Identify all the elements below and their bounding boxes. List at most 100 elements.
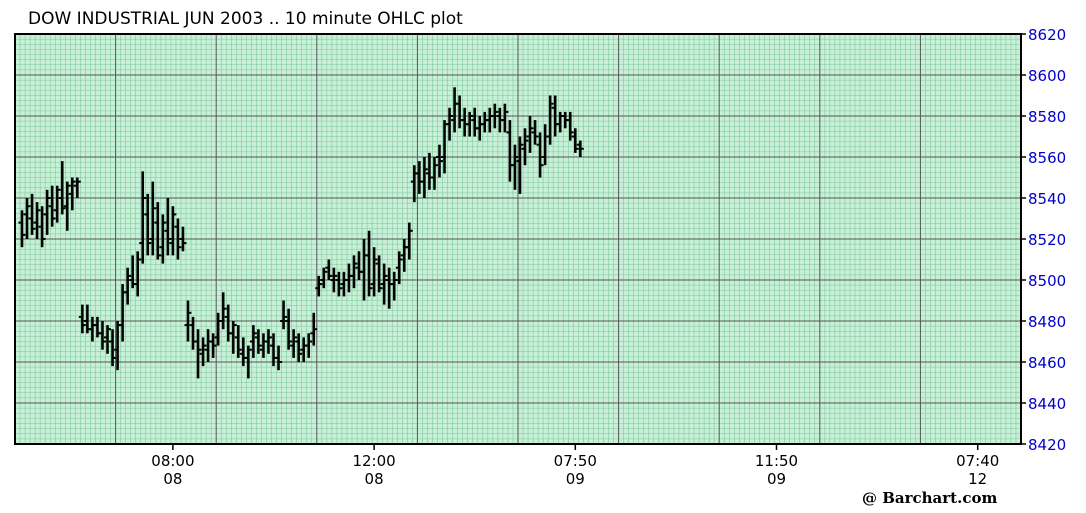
ohlc-bar xyxy=(78,304,86,334)
ohlc-bar xyxy=(430,157,438,190)
ohlc-bar xyxy=(536,132,544,178)
ohlc-bar xyxy=(435,144,443,178)
ohlc-bar xyxy=(18,210,26,248)
ohlc-bar xyxy=(38,206,46,248)
ohlc-bar xyxy=(546,95,554,145)
ohlc-bar xyxy=(68,177,76,211)
chart-title: DOW INDUSTRIAL JUN 2003 .. 10 minute OHL… xyxy=(28,9,463,29)
ohlc-bar xyxy=(244,345,252,379)
ohlc-bar xyxy=(516,136,524,194)
ohlc-bar xyxy=(53,185,61,223)
ohlc-bar xyxy=(219,292,227,330)
y-tick-label: 8560 xyxy=(1028,149,1066,167)
ohlc-bar xyxy=(491,103,499,129)
ohlc-bar xyxy=(280,300,288,330)
y-tick-label: 8460 xyxy=(1028,354,1066,372)
y-tick-label: 8620 xyxy=(1028,26,1066,44)
x-tick-day: 09 xyxy=(566,470,585,488)
x-tick-day: 12 xyxy=(968,470,987,488)
ohlc-bar xyxy=(531,120,539,145)
ohlc-bar xyxy=(370,247,378,297)
ohlc-bar xyxy=(325,259,333,280)
ohlc-bar xyxy=(335,271,343,297)
ohlc-bar xyxy=(229,321,237,354)
ohlc-bar xyxy=(466,111,474,137)
ohlc-bar xyxy=(23,198,31,239)
ohlc-bar xyxy=(521,128,529,166)
ohlc-bar xyxy=(209,333,217,358)
ohlc-bar xyxy=(254,329,262,354)
y-tick-label: 8600 xyxy=(1028,67,1066,85)
ohlc-bar xyxy=(310,312,318,346)
ohlc-bar xyxy=(134,251,142,297)
x-tick-day: 08 xyxy=(365,470,384,488)
ohlc-bar xyxy=(73,177,81,198)
ohlc-bar xyxy=(164,198,172,256)
ohlc-bar xyxy=(566,111,574,141)
ohlc-bar xyxy=(28,193,36,235)
ohlc-bar xyxy=(98,321,106,350)
ohlc-bar xyxy=(395,251,403,285)
ohlc-bar xyxy=(144,193,152,256)
ohlc-bar xyxy=(194,329,202,379)
ohlc-bar xyxy=(305,333,313,358)
ohlc-bar xyxy=(350,255,358,289)
ohlc-bar xyxy=(320,267,328,289)
y-tick-label: 8440 xyxy=(1028,395,1066,413)
ohlc-bar xyxy=(511,144,519,190)
ohlc-bar xyxy=(501,103,509,133)
x-tick-day: 09 xyxy=(767,470,786,488)
ohlc-bar xyxy=(169,206,177,256)
ohlc-bar xyxy=(576,140,584,157)
y-tick-label: 8480 xyxy=(1028,313,1066,331)
ohlc-bar xyxy=(199,337,207,367)
ohlc-bar xyxy=(315,275,323,297)
ohlc-bar xyxy=(420,157,428,198)
ohlc-bar xyxy=(43,189,51,235)
ohlc-bar xyxy=(154,202,162,260)
source-credit: @ Barchart.com xyxy=(862,489,997,507)
ohlc-bar xyxy=(249,325,257,358)
ohlc-bar xyxy=(526,116,534,153)
ohlc-bar xyxy=(139,171,147,264)
ohlc-bar xyxy=(58,161,66,215)
ohlc-bar xyxy=(33,202,41,239)
ohlc-bar xyxy=(264,329,272,354)
ohlc-bar xyxy=(365,230,373,297)
ohlc-bar xyxy=(48,185,56,227)
ohlc-bar xyxy=(109,329,117,367)
y-tick-label: 8500 xyxy=(1028,272,1066,290)
x-tick-time: 08:00 xyxy=(151,452,194,470)
y-tick-label: 8520 xyxy=(1028,231,1066,249)
x-tick-day: 08 xyxy=(163,470,182,488)
ohlc-bar xyxy=(63,181,71,231)
ohlc-bar xyxy=(405,222,413,260)
ohlc-bar xyxy=(149,181,157,256)
ohlc-bar xyxy=(104,325,112,354)
ohlc-bar xyxy=(124,267,132,305)
x-tick-time: 07:40 xyxy=(956,452,999,470)
x-tick-time: 07:50 xyxy=(554,452,597,470)
ohlc-bar xyxy=(375,255,383,293)
ohlc-bar xyxy=(295,333,303,362)
ohlc-bar xyxy=(179,226,187,252)
ohlc-bar xyxy=(234,325,242,358)
x-tick-time: 12:00 xyxy=(352,452,395,470)
ohlc-bar xyxy=(285,308,293,350)
ohlc-bar xyxy=(571,128,579,153)
ohlc-bars xyxy=(18,87,584,379)
y-axis: 8420 8440 8460 8480 8500 8520 8540 8560 8580 8600… xyxy=(1021,26,1066,454)
y-tick-label: 8420 xyxy=(1028,436,1066,454)
ohlc-bar xyxy=(290,329,298,358)
y-tick-label: 8580 xyxy=(1028,108,1066,126)
ohlc-bar xyxy=(184,300,192,342)
x-tick-time: 11:50 xyxy=(755,452,798,470)
ohlc-bar xyxy=(446,107,454,141)
ohlc-bar xyxy=(275,345,283,371)
ohlc-bar xyxy=(380,263,388,305)
ohlc-bar xyxy=(330,267,338,293)
ohlc-bar xyxy=(390,271,398,301)
ohlc-bar xyxy=(174,218,182,260)
